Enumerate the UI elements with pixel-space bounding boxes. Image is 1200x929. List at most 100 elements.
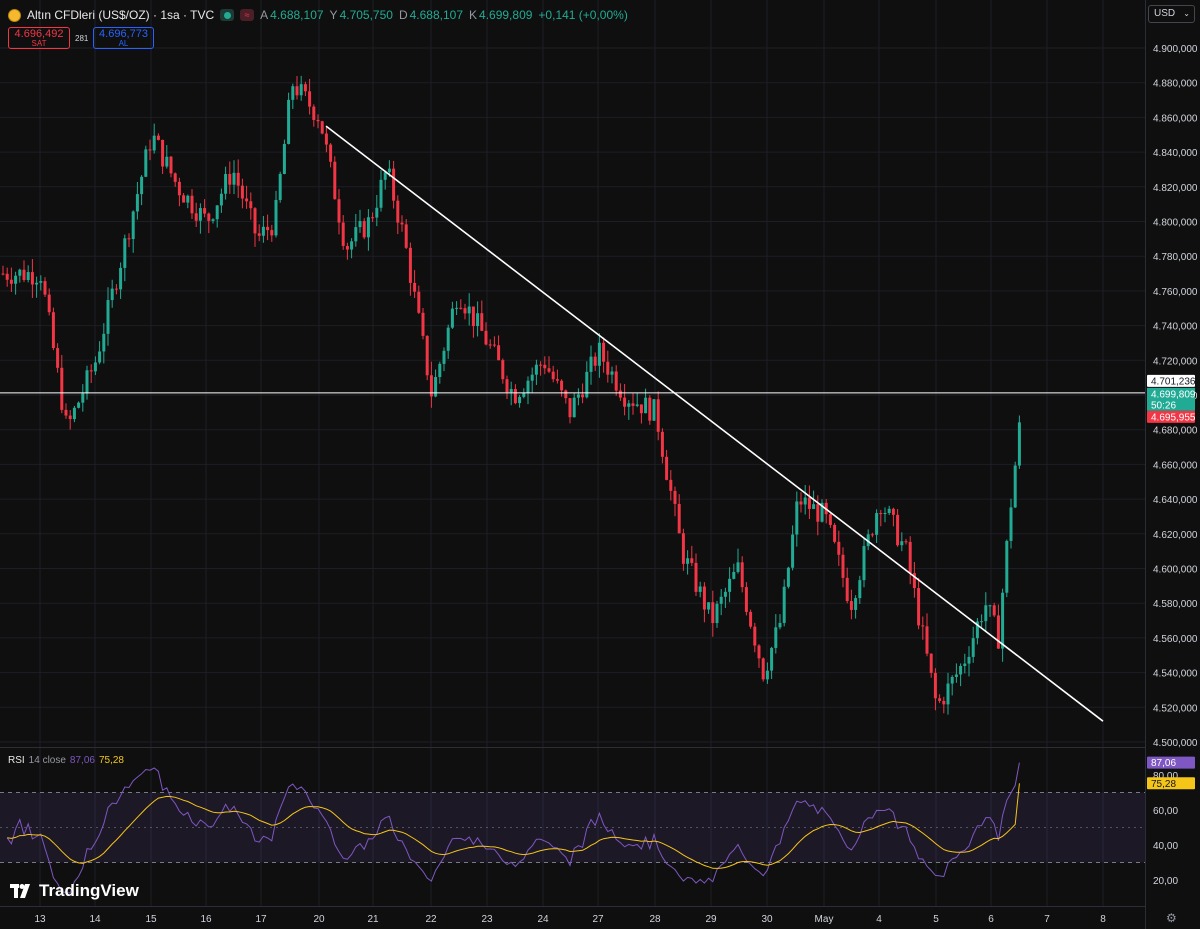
candle-body xyxy=(1,273,5,275)
candle-body xyxy=(249,201,253,209)
candle-body xyxy=(295,86,299,96)
candle-body xyxy=(43,281,47,295)
candle-body xyxy=(757,645,761,659)
candle-body xyxy=(467,306,471,314)
candle-body xyxy=(434,377,438,397)
candle-body xyxy=(648,397,652,421)
candle-body xyxy=(350,241,354,250)
candle-body xyxy=(967,656,971,664)
candle-body xyxy=(207,213,211,221)
candle-body xyxy=(266,226,270,231)
rsi-ma-value-label: 75,28 xyxy=(1151,779,1176,790)
time-tick-label: 8 xyxy=(1100,914,1106,925)
candle-body xyxy=(833,524,837,542)
candle-body xyxy=(980,621,984,623)
trend-line[interactable] xyxy=(325,125,1104,722)
candle-body xyxy=(127,238,131,240)
candle-body xyxy=(560,380,564,391)
currency-select[interactable]: USD ⌄ xyxy=(1148,5,1195,23)
candle-body xyxy=(770,647,774,671)
symbol-title[interactable]: Altın CFDleri (US$/OZ) · 1sa · TVC xyxy=(27,8,215,22)
candle-body xyxy=(299,84,303,96)
candle-body xyxy=(488,344,492,346)
candle-body xyxy=(1009,507,1013,541)
sell-label: SAT xyxy=(31,39,47,48)
candle-body xyxy=(723,591,727,597)
rsi-legend[interactable]: RSI 14 close 87,06 75,28 xyxy=(8,755,124,766)
candle-body xyxy=(358,221,362,228)
price-scale[interactable]: 4.900,000 4.880,000 4.860,000 4.840,000 4.82… xyxy=(1153,44,1198,749)
candle-body xyxy=(795,501,799,535)
candle-body xyxy=(182,195,186,203)
time-tick-label: 21 xyxy=(367,914,379,925)
candle-body xyxy=(891,508,895,515)
candle-body xyxy=(392,168,396,201)
candle-body xyxy=(77,402,81,408)
time-tick-label: 4 xyxy=(876,914,882,925)
candle-body xyxy=(585,371,589,398)
time-tick-label: 13 xyxy=(34,914,46,925)
candle-body xyxy=(316,119,320,122)
candles xyxy=(1,75,1021,715)
candle-body xyxy=(366,217,370,238)
candle-body xyxy=(660,431,664,457)
candle-body xyxy=(471,306,475,327)
candle-body xyxy=(597,342,601,366)
price-tick-label: 4.500,000 xyxy=(1153,738,1198,749)
time-tick-label: 15 xyxy=(145,914,157,925)
logo-text: TradingView xyxy=(39,881,139,900)
candle-body xyxy=(618,390,622,398)
candle-body xyxy=(555,379,559,381)
gold-coin-icon xyxy=(8,8,21,22)
candle-body xyxy=(690,558,694,563)
candle-body xyxy=(261,226,265,236)
tradingview-logo[interactable]: TradingView xyxy=(10,881,139,901)
settings-gear-icon[interactable]: ⚙ xyxy=(1166,911,1177,925)
last-price-bg xyxy=(1147,387,1195,411)
rsi-value: 87,06 xyxy=(69,755,95,766)
candle-body xyxy=(362,221,366,238)
candle-body xyxy=(274,199,278,236)
time-axis[interactable]: 13 14 15 16 17 20 21 22 23 24 27 28 29 30 May 4 5 6 7 8 xyxy=(34,914,1106,925)
candle-body xyxy=(854,598,858,610)
candle-body xyxy=(119,267,123,290)
candle-body xyxy=(753,626,757,646)
time-tick-label: 30 xyxy=(761,914,773,925)
time-tick-label: 6 xyxy=(988,914,994,925)
candle-body xyxy=(971,638,975,657)
candle-body xyxy=(938,698,942,701)
candle-body xyxy=(240,185,244,199)
price-tick-label: 4.720,000 xyxy=(1153,356,1198,367)
candle-body xyxy=(303,84,307,92)
candle-body xyxy=(988,605,992,607)
candle-body xyxy=(9,279,13,284)
candle-body xyxy=(152,135,156,151)
candle-body xyxy=(333,161,337,200)
candle-body xyxy=(438,363,442,378)
candle-body xyxy=(715,603,719,624)
time-tick-label: 28 xyxy=(649,914,661,925)
candle-body xyxy=(744,587,748,612)
candle-body xyxy=(543,364,547,369)
candle-body xyxy=(728,578,732,592)
market-status-icon[interactable] xyxy=(220,9,235,21)
spread-value: 281 xyxy=(75,34,89,43)
candle-body xyxy=(186,195,190,203)
candle-body xyxy=(203,208,207,214)
candle-body xyxy=(198,208,202,221)
rsi-lines xyxy=(6,762,1020,894)
candle-body xyxy=(253,208,257,234)
candle-body xyxy=(308,91,312,107)
buy-price: 4.696,773 xyxy=(99,28,148,40)
price-tick-label: 4.780,000 xyxy=(1153,252,1198,263)
candle-body xyxy=(749,611,753,627)
sell-button[interactable]: 4.696,492 SAT xyxy=(8,27,70,49)
candle-body xyxy=(799,501,803,505)
candle-body xyxy=(669,479,673,491)
buy-button[interactable]: 4.696,773 AL xyxy=(93,27,154,49)
dividend-icon[interactable]: ≈ xyxy=(240,9,255,21)
candle-body xyxy=(778,622,782,628)
price-tick-label: 4.640,000 xyxy=(1153,495,1198,506)
candle-body xyxy=(194,213,198,221)
